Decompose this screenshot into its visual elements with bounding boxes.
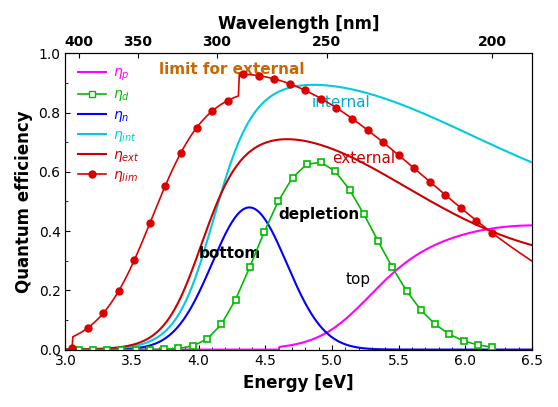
X-axis label: Wavelength [nm]: Wavelength [nm] [218, 15, 379, 33]
Text: internal: internal [312, 95, 371, 110]
X-axis label: Energy [eV]: Energy [eV] [243, 374, 354, 392]
Text: external: external [332, 151, 395, 166]
Y-axis label: Quantum efficiency: Quantum efficiency [15, 110, 33, 293]
Text: top: top [345, 272, 371, 287]
Text: bottom: bottom [199, 246, 261, 261]
Text: limit for external: limit for external [158, 62, 304, 77]
Text: depletion: depletion [278, 207, 360, 222]
Legend: $\eta_p$, $\eta_d$, $\eta_n$, $\eta_{int}$, $\eta_{ext}$, $\eta_{lim}$: $\eta_p$, $\eta_d$, $\eta_n$, $\eta_{int… [73, 60, 145, 190]
